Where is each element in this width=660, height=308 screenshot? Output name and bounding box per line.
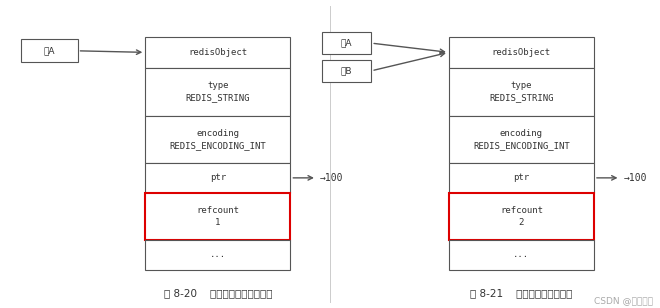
Bar <box>322 60 371 82</box>
Text: 键A: 键A <box>341 38 352 48</box>
Bar <box>145 192 290 240</box>
Text: 键B: 键B <box>341 66 352 75</box>
Bar <box>449 116 594 163</box>
Text: ptr: ptr <box>210 173 226 182</box>
Bar <box>145 37 290 68</box>
Text: refcount
2: refcount 2 <box>500 206 543 227</box>
Text: encoding
REDIS_ENCODING_INT: encoding REDIS_ENCODING_INT <box>473 129 570 150</box>
Text: ...: ... <box>513 250 529 259</box>
Bar <box>322 32 371 54</box>
Text: type
REDIS_STRING: type REDIS_STRING <box>185 81 250 102</box>
Text: 键A: 键A <box>44 46 55 55</box>
Text: ptr: ptr <box>513 173 529 182</box>
Bar <box>145 116 290 163</box>
Bar <box>21 39 77 62</box>
Bar <box>145 68 290 116</box>
Bar <box>145 163 290 192</box>
Text: encoding
REDIS_ENCODING_INT: encoding REDIS_ENCODING_INT <box>170 129 266 150</box>
Text: →100: →100 <box>320 173 344 183</box>
Bar <box>449 68 594 116</box>
Text: refcount
1: refcount 1 <box>196 206 240 227</box>
Bar <box>145 240 290 270</box>
Bar <box>449 240 594 270</box>
Text: ...: ... <box>210 250 226 259</box>
Bar <box>449 192 594 240</box>
Bar <box>449 37 594 68</box>
Text: CSDN @两片空白: CSDN @两片空白 <box>595 296 653 305</box>
Text: 图 8-20    未被共享的字符串对象: 图 8-20 未被共享的字符串对象 <box>164 288 272 298</box>
Text: 图 8-21    被共享的字符串对象: 图 8-21 被共享的字符串对象 <box>470 288 573 298</box>
Text: type
REDIS_STRING: type REDIS_STRING <box>489 81 554 102</box>
Text: redisObject: redisObject <box>492 48 551 57</box>
Text: →100: →100 <box>624 173 647 183</box>
Text: redisObject: redisObject <box>188 48 248 57</box>
Bar <box>449 163 594 192</box>
